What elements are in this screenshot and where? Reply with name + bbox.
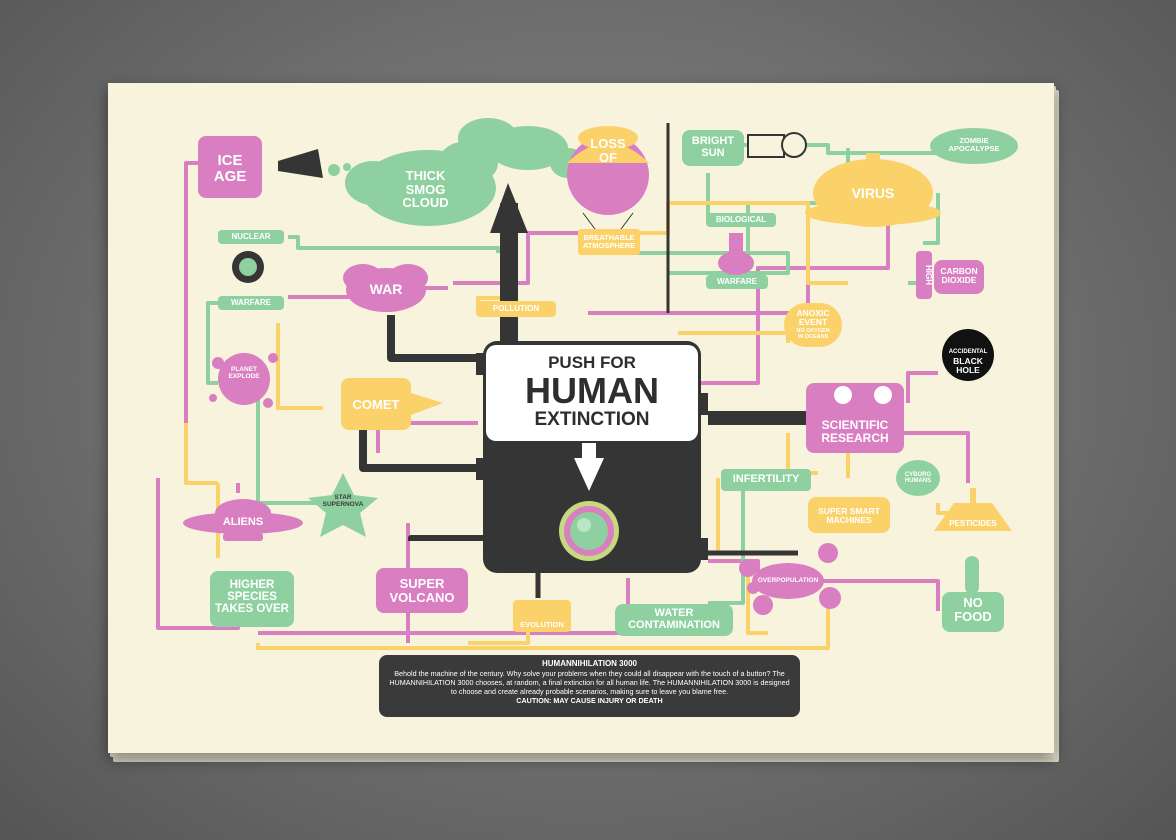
- warfare-bio-box: [706, 275, 768, 289]
- water-contamination-box: [615, 604, 733, 636]
- warfare-bio-label: WARFARE: [717, 277, 757, 286]
- virus-shape: [805, 153, 941, 227]
- light-bulb: [747, 132, 807, 158]
- black-hole-label: BLACK HOLE: [953, 356, 983, 375]
- higher-species-box: [210, 571, 294, 627]
- biological-label: BIOLOGICAL: [715, 215, 767, 224]
- nuclear-box: [218, 230, 284, 244]
- infertility-box: [721, 469, 811, 491]
- caption-caution: CAUTION: MAY CAUSE INJURY OR DEATH: [516, 696, 663, 705]
- smog-label: THICK SMOG CLOUD: [402, 168, 449, 211]
- biological-box: [706, 213, 776, 227]
- carbon-dioxide-label: CARBON DIOXIDE: [940, 266, 978, 285]
- virus-label: VIRUS: [851, 185, 895, 201]
- black-hole-accidental: ACCIDENTAL: [948, 349, 988, 355]
- bright-sun-box: [682, 130, 744, 166]
- warfare-nuclear-box: [218, 296, 284, 310]
- scientific-research-label: SCIENTIFIC RESEARCH: [821, 418, 889, 445]
- anoxic-event-label: ANOXIC EVENT: [796, 308, 830, 327]
- pollution-box: [476, 301, 556, 317]
- comet-label: COMET: [352, 397, 400, 412]
- no-food-label: NO FOOD: [954, 595, 992, 624]
- carbon-dioxide-box: [934, 260, 984, 294]
- high-label: HIGH: [924, 265, 933, 285]
- anoxic-sub-label: NO OXYGEN IN OCEANS: [796, 328, 830, 340]
- super-volcano-label: SUPER VOLCANO: [389, 576, 455, 605]
- anoxic-event-box: [784, 303, 842, 347]
- ice-age-label: ICE AGE: [213, 152, 247, 185]
- pesticides-label: PESTICIDES: [949, 519, 997, 528]
- caption-body: Behold the machine of the century. Why s…: [389, 669, 790, 696]
- loss-of-label: LOSS OF: [590, 136, 626, 165]
- breathable-atmosphere-label: BREATHABLE ATMOSPHERE: [582, 233, 636, 250]
- zombie-apocalypse-label: ZOMBIE APOCALYPSE: [948, 136, 1000, 153]
- war-cloud: [343, 264, 428, 312]
- push-label-top: PUSH FOR: [548, 353, 636, 372]
- cyborg-humans-label: CYBORG HUMANS: [904, 472, 932, 485]
- telescope-cannon: [278, 149, 323, 178]
- caption-title: HUMANNIHILATION 3000: [542, 659, 637, 668]
- war-label: WAR: [369, 281, 403, 297]
- ice-age-box: [198, 136, 262, 198]
- super-smart-machines-label: SUPER SMART MACHINES: [818, 506, 880, 525]
- evolution-label: EVOLUTION: [520, 620, 564, 629]
- higher-species-label: HIGHER SPECIES TAKES OVER: [215, 579, 289, 616]
- flask: [718, 233, 754, 275]
- high-box: [916, 251, 932, 299]
- push-label-mid: HUMAN: [525, 370, 659, 411]
- no-food-box: [942, 592, 1004, 632]
- aliens-label: ALIENS: [222, 516, 264, 528]
- nuclear-label: NUCLEAR: [231, 232, 271, 241]
- water-contamination-label: WATER CONTAMINATION: [628, 607, 720, 631]
- overpopulation-label: OVERPOPULATION: [757, 577, 819, 584]
- balloon: [567, 126, 649, 255]
- explosion: [209, 353, 278, 408]
- smog-cloud: [345, 118, 586, 226]
- infertility-label: INFERTILITY: [732, 473, 800, 485]
- push-button-panel[interactable]: PUSH FOR HUMAN EXTINCTION: [486, 345, 698, 441]
- bright-sun-label: BRIGHT SUN: [691, 135, 735, 159]
- push-label-bot: EXTINCTION: [534, 409, 650, 430]
- star-shape: [308, 473, 378, 537]
- super-volcano-box: [376, 568, 468, 613]
- pollution-arrow: [490, 183, 528, 348]
- ufo: [183, 499, 303, 541]
- poster: ICE AGE THICK SMOG CLOUD LOSS OF BREATHA…: [108, 83, 1054, 753]
- star-supernova-label: STAR SUPERNOVA: [322, 494, 364, 508]
- pollution-label: POLLUTION: [492, 304, 540, 313]
- warfare-nuclear-label: WARFARE: [231, 298, 271, 307]
- planet-explode-label: PLANET EXPLODE: [228, 366, 260, 380]
- super-smart-machines-box: [808, 497, 890, 533]
- caption-box: HUMANNIHILATION 3000 Behold the machine …: [379, 655, 800, 717]
- overpopulation-blob: [739, 543, 841, 615]
